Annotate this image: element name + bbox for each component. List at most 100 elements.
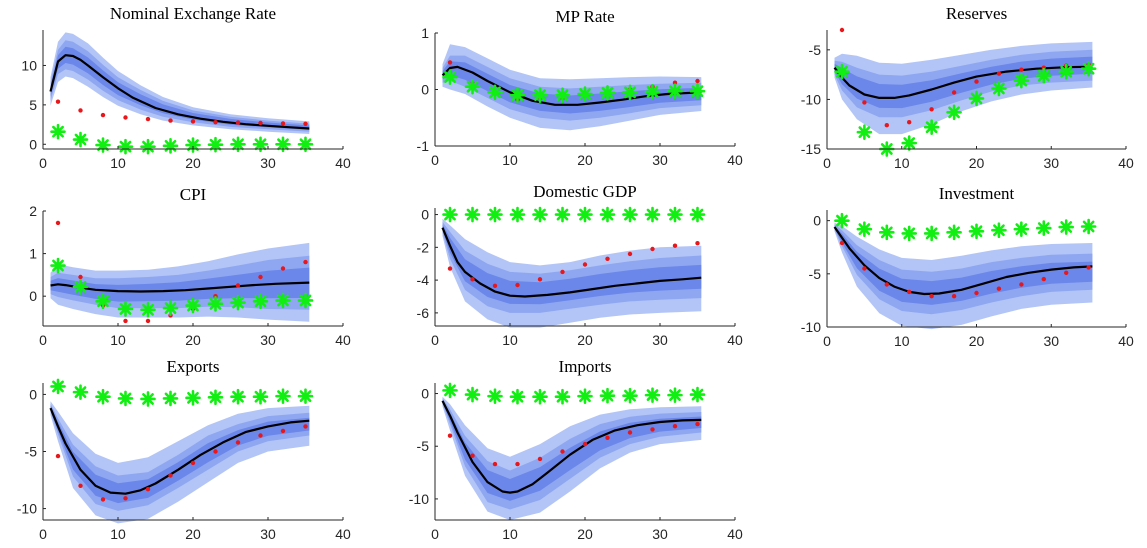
green-star (117, 301, 134, 317)
green-star (856, 221, 873, 237)
green-star (297, 292, 314, 309)
red-dot (213, 120, 218, 125)
green-star (644, 83, 661, 100)
x-tick-label: 40 (335, 526, 351, 542)
red-dot (190, 460, 196, 466)
green-star (532, 206, 548, 223)
green-star (1080, 218, 1097, 235)
red-dot (560, 269, 565, 275)
green-star (901, 225, 918, 242)
green-star (509, 206, 526, 223)
red-dot (123, 318, 128, 324)
red-dot (190, 119, 196, 124)
green-star (1058, 63, 1074, 80)
x-tick-label: 20 (577, 526, 593, 542)
panel-7: 0 10 20 30 40 -10 -5 0 Exports (17, 357, 351, 542)
green-star (1080, 60, 1097, 77)
green-star (1035, 220, 1052, 236)
x-tick-label: 20 (185, 526, 201, 542)
red-dot (1064, 270, 1069, 275)
x-tick-label: 10 (110, 526, 126, 542)
green-star (117, 390, 134, 407)
x-tick-label: 0 (431, 332, 439, 348)
band-inner (50, 46, 310, 130)
median-line (833, 226, 1093, 296)
y-tick-label: 0 (813, 213, 821, 229)
red-dot (55, 99, 61, 104)
red-dot (470, 453, 475, 458)
red-dot (951, 294, 957, 299)
x-tick-label: 10 (894, 155, 910, 171)
y-tick-label: -4 (417, 272, 430, 288)
green-star (1058, 219, 1074, 235)
x-tick-label: 10 (894, 333, 910, 349)
red-dot (1086, 265, 1091, 270)
y-tick-label: 2 (29, 203, 37, 219)
red-dot (650, 246, 655, 252)
x-tick-label: 10 (110, 155, 126, 171)
green-star (72, 131, 89, 148)
median-line (49, 407, 310, 495)
green-star (1013, 221, 1030, 237)
y-tick-label: -1 (417, 138, 430, 154)
green-star (252, 293, 269, 310)
panel-5: 0 10 20 30 40 -6 -4 -2 0 Domestic GDP (417, 182, 743, 348)
x-tick-label: 20 (185, 155, 201, 171)
green-star (442, 382, 458, 399)
red-dot (1019, 67, 1024, 72)
red-dot (447, 266, 453, 271)
panel-title: CPI (180, 185, 207, 204)
x-tick-label: 30 (1044, 333, 1060, 349)
red-dot (123, 496, 128, 501)
panel-6: 0 10 20 30 40 -10 -5 0 Investment (801, 184, 1134, 349)
x-tick-label: 30 (260, 332, 276, 348)
green-star (162, 300, 179, 316)
green-star (95, 293, 111, 310)
red-dot (55, 453, 61, 459)
green-star (207, 136, 224, 153)
red-dot (145, 487, 151, 492)
red-dot (123, 115, 128, 120)
y-tick-label: 0 (29, 386, 37, 402)
green-star (50, 378, 66, 395)
green-star (487, 84, 503, 101)
green-star (554, 87, 571, 103)
red-dot (605, 256, 610, 261)
red-dot (537, 456, 543, 462)
green-star (946, 224, 962, 241)
green-star (252, 136, 269, 153)
median-line (441, 227, 702, 298)
green-star (968, 90, 985, 107)
red-dot (235, 440, 241, 445)
red-dot (650, 427, 655, 432)
x-tick-label: 10 (502, 332, 518, 348)
x-tick-label: 40 (1118, 333, 1134, 349)
red-dot (672, 243, 678, 248)
red-dot (280, 266, 286, 271)
band-inner (442, 61, 702, 114)
y-tick-label: -5 (809, 42, 822, 58)
x-tick-label: 40 (727, 152, 743, 168)
green-star (968, 223, 985, 240)
green-star (834, 212, 850, 229)
red-dot (907, 289, 912, 295)
green-star (622, 84, 638, 101)
green-star (599, 85, 616, 101)
green-star (140, 391, 156, 407)
red-dot (280, 121, 286, 126)
panel-1: 0 10 20 30 40 0 5 10 Nominal Exchange Rate (21, 4, 351, 171)
green-star (162, 390, 179, 407)
green-star (442, 69, 458, 85)
band-inner (50, 405, 310, 504)
green-star (162, 138, 179, 154)
green-star (667, 206, 683, 223)
x-tick-label: 10 (502, 526, 518, 542)
x-tick-label: 30 (652, 526, 668, 542)
green-star (577, 206, 593, 223)
green-star (667, 83, 683, 99)
green-star (117, 138, 134, 155)
red-dot (100, 112, 106, 118)
red-dot (695, 78, 700, 84)
